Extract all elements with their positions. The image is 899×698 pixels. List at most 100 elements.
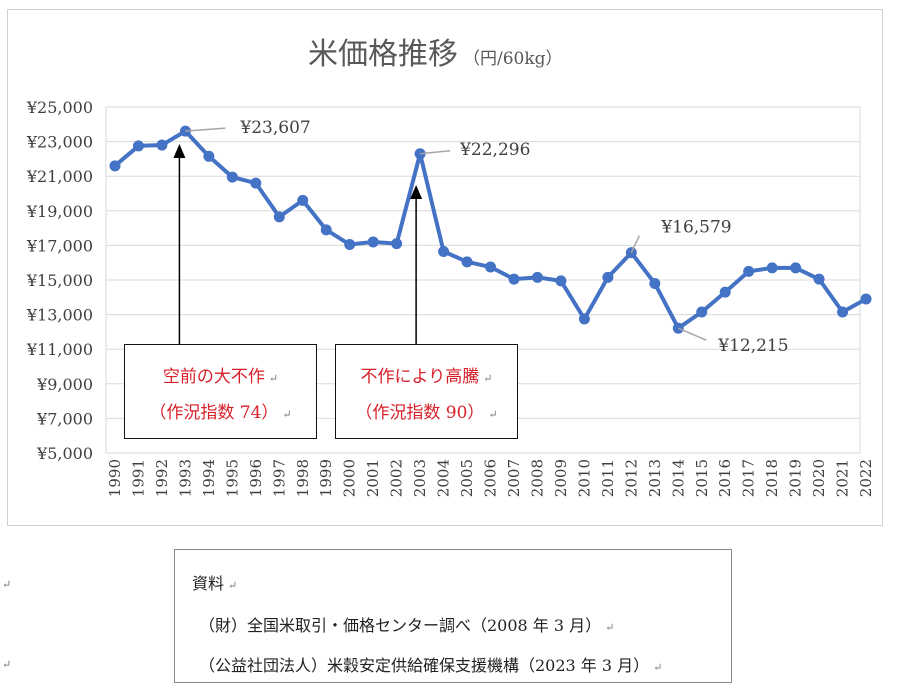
x-tick-label: 2007 bbox=[505, 459, 523, 497]
data-point bbox=[860, 293, 872, 305]
data-point bbox=[179, 125, 191, 137]
data-point bbox=[109, 160, 121, 172]
x-tick-label: 1998 bbox=[294, 459, 312, 497]
callout-box-1993: 空前の大不作 ↵ （作況指数 74） ↵ bbox=[124, 344, 317, 439]
paragraph-mark: ↵ bbox=[653, 661, 663, 674]
data-point bbox=[578, 313, 590, 325]
annotation-leader bbox=[185, 127, 226, 132]
data-point bbox=[203, 150, 215, 162]
x-tick-label: 2012 bbox=[622, 459, 640, 497]
x-tick-label: 2021 bbox=[834, 459, 852, 497]
data-label: ¥16,579 bbox=[660, 218, 731, 238]
x-tick-label: 2022 bbox=[857, 459, 875, 497]
data-point bbox=[508, 273, 520, 285]
data-point bbox=[602, 271, 614, 283]
x-tick-label: 2002 bbox=[388, 459, 406, 497]
chart-title: 米価格推移 bbox=[308, 37, 458, 72]
annotation-leader bbox=[677, 327, 707, 341]
data-point bbox=[555, 275, 567, 287]
data-point bbox=[226, 171, 238, 183]
x-tick-label: 1996 bbox=[247, 459, 265, 497]
x-tick-label: 2019 bbox=[787, 459, 805, 497]
x-tick-label: 2017 bbox=[740, 459, 758, 497]
chart-subtitle: （円/60kg） bbox=[463, 49, 563, 69]
data-point bbox=[132, 140, 144, 152]
x-tick-label: 1994 bbox=[200, 459, 218, 497]
source-heading: 資料 bbox=[192, 574, 225, 593]
x-tick-label: 2001 bbox=[364, 459, 382, 497]
data-point bbox=[790, 262, 802, 274]
x-tick-label: 2006 bbox=[482, 459, 500, 497]
callout-1993-line2: （作況指数 74） bbox=[149, 403, 279, 423]
y-tick-label: ¥15,000 bbox=[26, 271, 93, 290]
x-tick-label: 1991 bbox=[129, 459, 147, 497]
x-tick-label: 1995 bbox=[223, 459, 241, 497]
data-point bbox=[649, 277, 661, 289]
data-point bbox=[344, 239, 356, 251]
callout-box-2003: 不作により高騰 ↵ （作況指数 90） ↵ bbox=[335, 344, 518, 439]
callout-1993-line1: 空前の大不作 bbox=[162, 367, 265, 387]
x-tick-label: 2016 bbox=[716, 459, 734, 497]
x-tick-label: 2015 bbox=[693, 459, 711, 497]
x-tick-label: 2009 bbox=[552, 459, 570, 497]
chart-frame: 米価格推移 （円/60kg） ¥25,000 ¥23,000 ¥21,000 ¥19,… bbox=[7, 9, 883, 526]
x-tick-label: 1992 bbox=[153, 459, 171, 497]
x-tick-label: 1990 bbox=[106, 459, 124, 497]
data-point bbox=[391, 238, 403, 250]
y-tick-label: ¥13,000 bbox=[26, 306, 93, 325]
x-tick-label: 2018 bbox=[763, 459, 781, 497]
data-label: ¥12,215 bbox=[717, 336, 788, 356]
data-point bbox=[837, 306, 849, 318]
data-point bbox=[485, 261, 497, 273]
x-tick-label: 1999 bbox=[317, 459, 335, 497]
x-tick-label: 2020 bbox=[810, 459, 828, 497]
paragraph-mark: ↵ bbox=[605, 621, 615, 634]
x-tick-label: 1993 bbox=[176, 459, 194, 497]
paragraph-mark: ↵ bbox=[282, 408, 292, 421]
data-point bbox=[273, 211, 285, 223]
paragraph-mark: ↵ bbox=[268, 372, 279, 385]
y-tick-label: ¥19,000 bbox=[26, 202, 93, 221]
data-point bbox=[367, 236, 379, 248]
data-label: ¥22,296 bbox=[459, 140, 530, 160]
data-point bbox=[297, 194, 309, 206]
x-tick-label: 2003 bbox=[411, 459, 429, 497]
data-point bbox=[719, 286, 731, 298]
x-tick-label: 2008 bbox=[528, 459, 546, 497]
y-tick-label: ¥21,000 bbox=[26, 167, 93, 186]
y-tick-label: ¥5,000 bbox=[36, 444, 93, 463]
data-point bbox=[696, 306, 708, 318]
paragraph-mark: ↵ bbox=[2, 658, 12, 671]
y-tick-label: ¥7,000 bbox=[36, 409, 93, 428]
y-tick-label: ¥25,000 bbox=[26, 98, 93, 117]
data-point bbox=[156, 139, 168, 151]
data-point bbox=[250, 177, 262, 189]
annotation-leader bbox=[420, 150, 451, 155]
data-point bbox=[743, 265, 755, 277]
paragraph-mark: ↵ bbox=[228, 579, 238, 592]
x-tick-label: 2010 bbox=[575, 459, 593, 497]
data-point bbox=[766, 262, 778, 274]
arrow-head bbox=[410, 185, 423, 199]
source-line-2: （公益社団法人）米穀安定供給確保支援機構（2023 年 3 月） bbox=[199, 656, 650, 675]
x-tick-label: 2013 bbox=[646, 459, 664, 497]
arrow-head bbox=[173, 144, 186, 158]
data-point bbox=[320, 224, 332, 236]
data-point bbox=[461, 256, 473, 268]
y-tick-label: ¥9,000 bbox=[36, 375, 93, 394]
x-tick-label: 2014 bbox=[669, 459, 687, 497]
data-point bbox=[813, 273, 825, 285]
paragraph-mark: ↵ bbox=[2, 578, 12, 591]
x-tick-label: 1997 bbox=[270, 459, 288, 497]
callout-2003-line1: 不作により高騰 bbox=[360, 367, 480, 387]
annotation-leader bbox=[630, 235, 641, 254]
y-tick-label: ¥11,000 bbox=[26, 340, 93, 359]
source-box: 資料 ↵ （財）全国米取引・価格センター調べ（2008 年 3 月） ↵ （公益社団… bbox=[174, 549, 732, 683]
data-point bbox=[438, 245, 450, 257]
paragraph-mark: ↵ bbox=[483, 372, 493, 385]
y-tick-label: ¥17,000 bbox=[26, 236, 93, 255]
x-tick-label: 2011 bbox=[599, 459, 617, 497]
y-tick-label: ¥23,000 bbox=[26, 133, 93, 152]
line-chart: 米価格推移 （円/60kg） ¥25,000 ¥23,000 ¥21,000 ¥19,… bbox=[26, 37, 875, 497]
paragraph-mark: ↵ bbox=[488, 408, 498, 421]
